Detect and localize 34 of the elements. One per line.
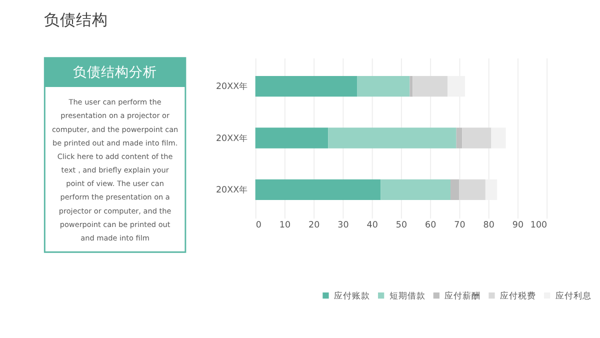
x-tick-label: 70 xyxy=(454,220,466,230)
bar xyxy=(328,128,456,148)
bar xyxy=(380,179,450,200)
x-tick-label: 10 xyxy=(279,220,291,230)
bar xyxy=(255,179,381,200)
x-tick-label: 20 xyxy=(308,220,320,230)
legend-label: 应付薪酬 xyxy=(444,290,481,302)
legend-label: 应付税费 xyxy=(500,290,536,302)
bar xyxy=(456,128,462,148)
bar xyxy=(410,76,413,97)
bar xyxy=(491,128,506,148)
text: 负债结构 xyxy=(44,11,108,30)
x-tick-label: 40 xyxy=(366,220,378,230)
y-tick-label: 20XX年 xyxy=(216,132,248,144)
x-tick-label: 60 xyxy=(425,220,436,230)
x-tick-label: 90 xyxy=(512,220,524,230)
bar xyxy=(255,128,328,148)
x-tick-label: 30 xyxy=(338,220,349,230)
bar xyxy=(462,128,492,148)
bar xyxy=(412,76,448,97)
legend-label: 应付账款 xyxy=(334,290,370,302)
x-tick-label: 0 xyxy=(256,220,262,230)
text: 负债结构分析 xyxy=(73,64,158,80)
y-tick-label: 20XX年 xyxy=(216,81,248,92)
x-tick-label: 80 xyxy=(483,220,494,230)
bar xyxy=(450,179,460,200)
bar xyxy=(255,76,358,97)
x-tick-label: 50 xyxy=(396,220,408,230)
legend-label: 短期借款 xyxy=(389,290,426,302)
x-tick-label: 100 xyxy=(530,220,548,230)
bar xyxy=(459,179,486,200)
bar xyxy=(357,76,410,97)
y-tick-label: 20XX年 xyxy=(216,184,248,196)
legend-label: 应付利息 xyxy=(555,290,592,302)
